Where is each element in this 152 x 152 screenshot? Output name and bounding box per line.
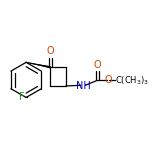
Text: O: O: [104, 75, 112, 85]
Text: C(CH$_3$)$_3$: C(CH$_3$)$_3$: [115, 74, 149, 87]
Text: NH: NH: [76, 81, 91, 91]
Text: F: F: [19, 92, 24, 102]
Text: O: O: [47, 47, 54, 56]
Polygon shape: [26, 62, 51, 68]
Text: O: O: [93, 60, 101, 70]
